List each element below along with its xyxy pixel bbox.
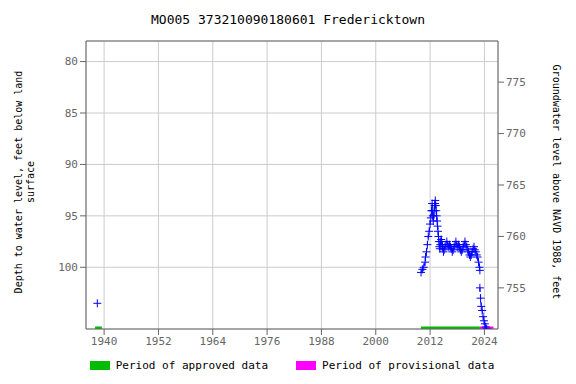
svg-text:2000: 2000 xyxy=(363,335,390,348)
svg-text:85: 85 xyxy=(65,107,78,120)
svg-text:770: 770 xyxy=(506,127,526,140)
svg-text:2012: 2012 xyxy=(417,335,444,348)
html-text:MO005 373210090180601 Frederic: MO005 373210090180601 Fredericktown xyxy=(151,12,425,27)
html-text:Groundwater level above NAVD 1: Groundwater level above NAVD 1988, feet xyxy=(551,64,562,300)
svg-text:760: 760 xyxy=(506,230,526,243)
html-text:Period of approved data: Period of approved data xyxy=(115,359,269,372)
svg-text:2024: 2024 xyxy=(471,335,498,348)
svg-text:1976: 1976 xyxy=(254,335,281,348)
svg-text:1952: 1952 xyxy=(145,335,172,348)
svg-text:95: 95 xyxy=(65,210,78,223)
svg-text:765: 765 xyxy=(506,179,526,192)
svg-text:1940: 1940 xyxy=(91,335,118,348)
svg-text:775: 775 xyxy=(506,76,526,89)
svg-text:100: 100 xyxy=(58,261,78,274)
html-text:Depth to water level, feet bel: Depth to water level, feet below land su… xyxy=(13,70,36,294)
svg-text:1988: 1988 xyxy=(308,335,335,348)
svg-text:90: 90 xyxy=(65,158,78,171)
svg-text:80: 80 xyxy=(65,55,78,68)
svg-text:1964: 1964 xyxy=(200,335,227,348)
html-text:Period of provisional data: Period of provisional data xyxy=(322,359,495,372)
svg-text:755: 755 xyxy=(506,282,526,295)
